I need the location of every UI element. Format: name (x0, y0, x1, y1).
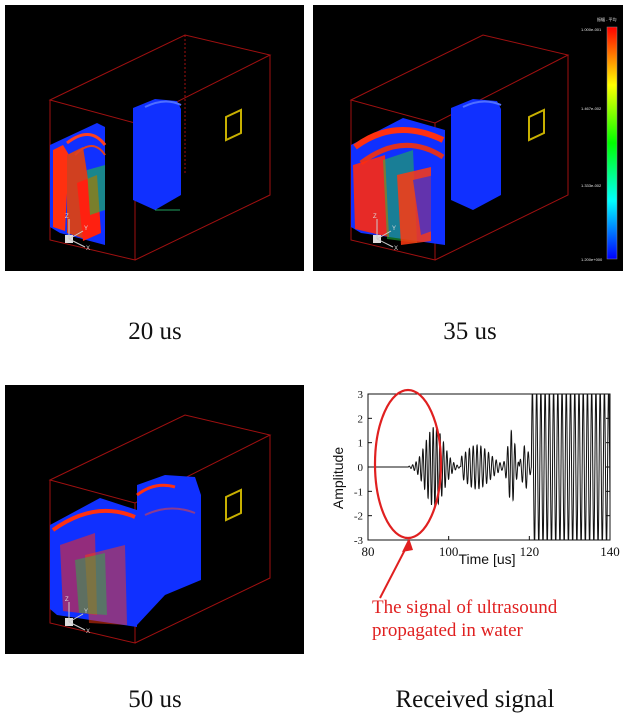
x-tick-label-2: 120 (520, 544, 540, 559)
triad-z-label: Z (65, 597, 69, 603)
frame-50us-scene: Z Y X (48, 414, 272, 644)
colorbar-tick-bottom: 1.200e+000 (581, 257, 603, 262)
y-tick-label-1: 2 (358, 413, 364, 425)
y-tick-label-3: 0 (358, 462, 364, 474)
colorbar-title: 振幅 - 平均 (597, 16, 617, 22)
triad-x-label: X (394, 246, 398, 252)
triad-y-label: Y (84, 226, 88, 232)
received-signal-chart: 3 2 1 0 -1 -2 -380 100 120 140 Amplitude Time [us… (330, 388, 620, 599)
y-tick-label-2: 1 (358, 438, 364, 450)
annotation-text: The signal of ultrasound propagated in w… (372, 596, 557, 642)
colorbar-tick-3: 1.333e-002 (581, 183, 602, 188)
triad-z-label: Z (373, 214, 377, 220)
frame-35us-scene: Z Y X 振幅 - 平均 1.000e-001 1.467e-002 1.33… (349, 16, 618, 262)
caption-35us: 35 us (443, 318, 497, 345)
caption-20us: 20 us (128, 318, 182, 345)
cylinder (133, 99, 181, 210)
signal-line (368, 393, 611, 541)
triad-y-label: Y (392, 226, 396, 232)
y-tick-label-5: -2 (354, 511, 363, 523)
highlight-ellipse (373, 388, 443, 540)
axis-triad: Z Y X (65, 597, 90, 635)
cylinder (451, 99, 501, 210)
frame-20us-scene: Z Y X (48, 34, 272, 261)
colorbar (606, 26, 618, 260)
x-axis-label: Time [us] (458, 551, 515, 567)
axis-ticks: 3 2 1 0 -1 -2 -380 100 120 140 (354, 389, 620, 559)
y-tick-label-0: 3 (358, 389, 364, 401)
simulation-frame-35us: Z Y X 振幅 - 平均 1.000e-001 1.467e-002 1.33… (313, 5, 623, 271)
caption-received-signal: Received signal (395, 686, 555, 713)
annotation-line-2: propagated in water (372, 620, 523, 641)
cylinder (137, 475, 201, 625)
triad-x-label: X (86, 246, 90, 252)
simulation-frame-20us: Z Y X (5, 5, 304, 271)
axis-triad: Z Y X (373, 214, 398, 252)
receiver-sensor (225, 488, 242, 522)
signal-trace (368, 393, 611, 541)
triad-z-label: Z (65, 214, 69, 220)
annotation-line-1: The signal of ultrasound (372, 597, 558, 618)
triad-x-label: X (86, 629, 90, 635)
annotation-arrowhead (402, 538, 413, 552)
x-tick-label-3: 140 (600, 544, 620, 559)
simulation-frame-50us: Z Y X (5, 385, 304, 654)
y-axis-label: Amplitude (330, 447, 346, 509)
x-tick-label-0: 80 (362, 544, 375, 559)
colorbar-tick-top: 1.000e-001 (581, 27, 602, 32)
colorbar-tick-2: 1.467e-002 (581, 106, 602, 111)
triad-y-label: Y (84, 609, 88, 615)
x-tick-label-1: 100 (439, 544, 459, 559)
receiver-sensor (225, 108, 242, 142)
y-tick-label-6: -3 (354, 535, 364, 547)
caption-50us: 50 us (128, 686, 182, 713)
y-tick-label-4: -1 (354, 486, 363, 498)
receiver-sensor (528, 108, 545, 142)
axis-triad: Z Y X (65, 214, 90, 252)
